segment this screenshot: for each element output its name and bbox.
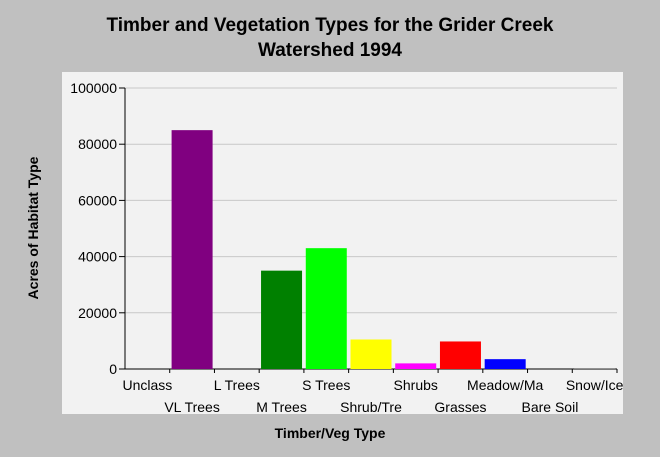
- y-tick-label: 0: [109, 361, 117, 377]
- bar: [305, 248, 347, 369]
- chart-title-line2: Watershed 1994: [258, 40, 402, 61]
- y-tick-label: 20000: [78, 305, 117, 321]
- y-tick-label: 100000: [70, 80, 117, 96]
- x-tick-label: Meadow/Ma: [467, 377, 543, 393]
- bar: [350, 339, 392, 369]
- x-axis-label: Timber/Veg Type: [274, 425, 386, 441]
- y-tick-label: 60000: [78, 192, 117, 208]
- x-tick-label: M Trees: [256, 399, 307, 415]
- x-tick-label: L Trees: [214, 377, 260, 393]
- bar: [171, 130, 213, 369]
- bar: [261, 270, 303, 369]
- x-tick-label: Unclass: [122, 377, 172, 393]
- x-tick-label: Shrub/Tre: [340, 399, 402, 415]
- x-tick-label: Shrubs: [394, 377, 438, 393]
- x-tick-label: VL Trees: [164, 399, 220, 415]
- x-tick-label: S Trees: [302, 377, 350, 393]
- bar: [484, 359, 526, 369]
- chart-title: Timber and Vegetation Types for the Grid…: [106, 15, 554, 36]
- bar: [574, 368, 616, 369]
- x-tick-label: Bare Soil: [522, 399, 579, 415]
- bar: [395, 363, 437, 369]
- y-tick-label: 80000: [78, 136, 117, 152]
- y-tick-label: 40000: [78, 249, 117, 265]
- x-tick-label: Grasses: [434, 399, 486, 415]
- bar: [439, 341, 481, 369]
- x-tick-label: Snow/Ice: [566, 377, 624, 393]
